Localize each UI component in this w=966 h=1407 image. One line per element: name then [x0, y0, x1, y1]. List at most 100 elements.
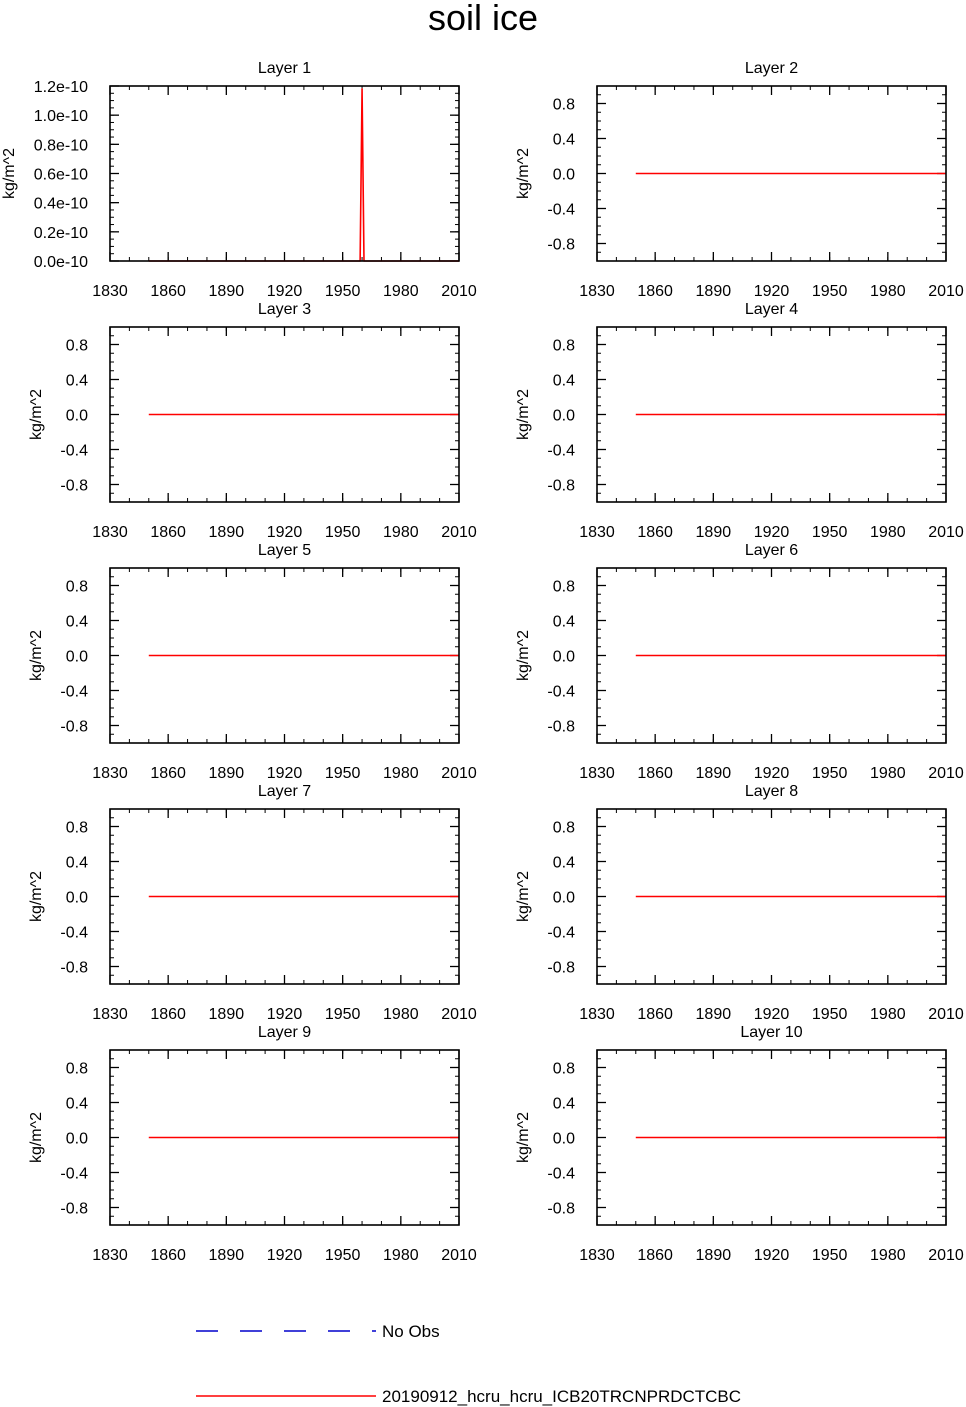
x-tick-label: 1920: [754, 283, 790, 300]
y-tick-label: 1.0e-10: [34, 108, 88, 125]
x-tick-label: 1890: [209, 524, 245, 541]
x-tick-label: 1860: [637, 1006, 673, 1023]
x-tick-label: 1980: [870, 765, 906, 782]
y-tick-label: -0.8: [547, 1201, 575, 1218]
y-tick-label: 0.4: [553, 373, 575, 390]
x-tick-label: 1860: [150, 765, 186, 782]
plot-frame: [596, 85, 947, 262]
x-tick-label: 1980: [870, 283, 906, 300]
y-tick-label: 0.8: [66, 579, 88, 596]
y-tick-label: -0.4: [60, 443, 88, 460]
x-tick-label: 1830: [579, 524, 615, 541]
x-tick-label: 1860: [637, 765, 673, 782]
x-tick-label: 1860: [150, 1006, 186, 1023]
legend-entry: No Obs: [196, 1322, 440, 1341]
plot-frame: [596, 567, 947, 744]
y-tick-label: -0.4: [547, 443, 575, 460]
x-tick-label: 1890: [696, 1247, 732, 1264]
x-tick-label: 1950: [325, 1006, 361, 1023]
x-tick-label: 1920: [754, 1247, 790, 1264]
x-tick-label: 1920: [267, 524, 303, 541]
y-tick-label: 0.4: [553, 855, 575, 872]
y-tick-label: 0.8: [553, 820, 575, 837]
panel-title: Layer 3: [258, 301, 311, 318]
y-tick-label: -0.4: [60, 684, 88, 701]
y-tick-label: -0.8: [547, 719, 575, 736]
y-tick-label: 0.8: [66, 1061, 88, 1078]
x-tick-label: 1830: [92, 1247, 128, 1264]
x-tick-label: 1860: [637, 283, 673, 300]
y-tick-label: -0.8: [60, 478, 88, 495]
y-tick-label: 0.4: [66, 373, 88, 390]
x-tick-label: 1830: [92, 1006, 128, 1023]
x-tick-label: 1860: [637, 1247, 673, 1264]
legend-label: No Obs: [382, 1322, 440, 1341]
panel-layer-8: Layer 8 kg/m^2 1830 1860 1890 1920 1950 1980 201…: [515, 783, 964, 1023]
plot-frame: [109, 1049, 460, 1226]
y-tick-label: 0.8e-10: [34, 137, 88, 154]
x-tick-label: 1920: [754, 524, 790, 541]
y-tick-label: 0.0: [553, 167, 575, 184]
y-axis-label: kg/m^2: [515, 389, 532, 440]
panel-layer-5: Layer 5 kg/m^2 1830 1860 1890 1920 1950 1980 201…: [28, 542, 477, 782]
x-tick-label: 1860: [150, 524, 186, 541]
y-tick-label: -0.8: [60, 719, 88, 736]
x-tick-label: 1950: [812, 1006, 848, 1023]
plot-frame: [109, 808, 460, 985]
panel-layer-1: Layer 1 kg/m^2 1830 1860 1890 1920 1950 1980 201…: [1, 60, 477, 300]
panel-title: Layer 1: [258, 60, 311, 77]
x-tick-label: 1830: [579, 283, 615, 300]
x-tick-label: 1950: [812, 283, 848, 300]
x-tick-label: 1890: [696, 524, 732, 541]
x-tick-label: 1890: [209, 765, 245, 782]
x-tick-label: 1890: [696, 283, 732, 300]
y-axis-label: kg/m^2: [515, 630, 532, 681]
legend: No Obs 20190912_hcru_hcru_ICB20TRCNPRDCTC…: [196, 1322, 741, 1406]
y-tick-label: 0.6e-10: [34, 167, 88, 184]
x-tick-label: 1980: [383, 1247, 419, 1264]
x-tick-label: 1980: [870, 1247, 906, 1264]
x-tick-label: 1830: [579, 1247, 615, 1264]
legend-label: 20190912_hcru_hcru_ICB20TRCNPRDCTCBC: [382, 1387, 741, 1406]
panel-title: Layer 10: [740, 1024, 802, 1041]
x-tick-label: 1860: [150, 283, 186, 300]
y-tick-label: 0.8: [553, 1061, 575, 1078]
figure-title: soil ice: [428, 0, 538, 38]
y-tick-label: 0.0: [553, 890, 575, 907]
y-tick-label: 0.0: [66, 408, 88, 425]
x-tick-label: 2010: [928, 524, 964, 541]
y-tick-label: 0.4e-10: [34, 196, 88, 213]
x-tick-label: 1950: [325, 524, 361, 541]
y-tick-label: 0.4: [66, 614, 88, 631]
x-tick-label: 1980: [870, 1006, 906, 1023]
x-tick-label: 1920: [267, 1006, 303, 1023]
panel-layer-3: Layer 3 kg/m^2 1830 1860 1890 1920 1950 1980 201…: [28, 301, 477, 541]
x-tick-label: 1920: [754, 1006, 790, 1023]
y-axis-label: kg/m^2: [28, 389, 45, 440]
x-tick-label: 2010: [441, 524, 477, 541]
y-tick-label: -0.4: [60, 1166, 88, 1183]
panel-title: Layer 4: [745, 301, 798, 318]
plot-frame: [596, 1049, 947, 1226]
panel-layer-2: Layer 2 kg/m^2 1830 1860 1890 1920 1950 1980 201…: [515, 60, 964, 300]
plot-frame: [596, 808, 947, 985]
x-tick-label: 2010: [441, 1247, 477, 1264]
y-tick-label: -0.4: [60, 925, 88, 942]
y-tick-label: 0.0: [66, 890, 88, 907]
x-tick-label: 1830: [92, 524, 128, 541]
x-tick-label: 1950: [812, 524, 848, 541]
y-tick-label: 0.0: [66, 1131, 88, 1148]
series-line: [148, 88, 459, 262]
x-tick-label: 1920: [267, 283, 303, 300]
y-tick-label: 0.4: [553, 614, 575, 631]
plot-frame: [109, 326, 460, 503]
x-tick-label: 2010: [928, 283, 964, 300]
x-tick-label: 2010: [928, 1006, 964, 1023]
y-tick-label: 0.0: [553, 1131, 575, 1148]
plot-frame: [596, 326, 947, 503]
y-tick-label: -0.8: [547, 478, 575, 495]
y-axis-label: kg/m^2: [28, 1112, 45, 1163]
legend-entry: 20190912_hcru_hcru_ICB20TRCNPRDCTCBC: [196, 1387, 741, 1406]
y-tick-label: 0.2e-10: [34, 225, 88, 242]
y-tick-label: 0.8: [553, 97, 575, 114]
